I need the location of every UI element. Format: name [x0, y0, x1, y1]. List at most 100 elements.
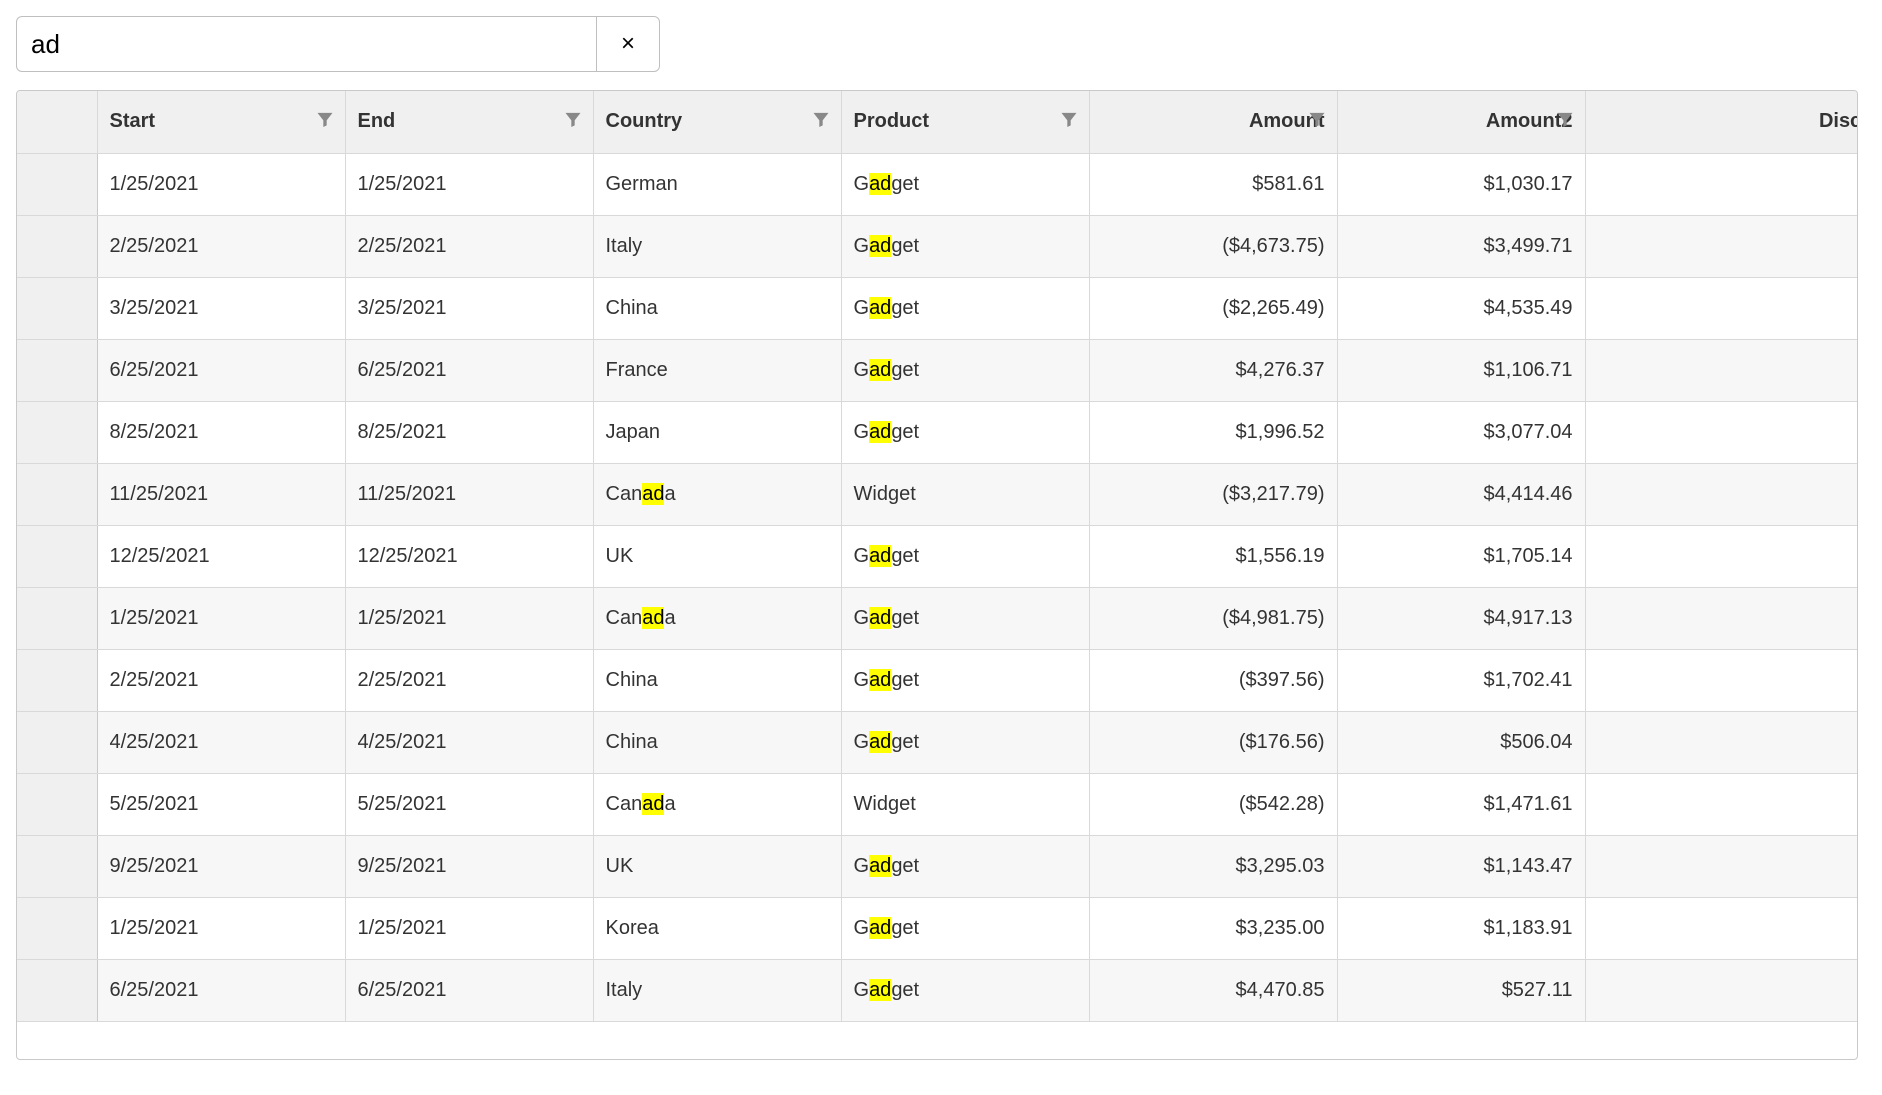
row-header-cell[interactable]: [17, 153, 97, 215]
filter-icon[interactable]: [811, 109, 831, 134]
cell-amount2[interactable]: $1,143.47: [1337, 835, 1585, 897]
cell-product[interactable]: Gadget: [841, 835, 1089, 897]
cell-product[interactable]: Gadget: [841, 215, 1089, 277]
cell-amount2[interactable]: $1,471.61: [1337, 773, 1585, 835]
cell-end[interactable]: 9/25/2021: [345, 835, 593, 897]
cell-product[interactable]: Gadget: [841, 525, 1089, 587]
table-row[interactable]: 12/25/202112/25/2021UKGadget$1,556.19$1,…: [17, 525, 1857, 587]
cell-end[interactable]: 1/25/2021: [345, 587, 593, 649]
cell-amount[interactable]: $1,996.52: [1089, 401, 1337, 463]
table-row[interactable]: 3/25/20213/25/2021ChinaGadget($2,265.49)…: [17, 277, 1857, 339]
cell-amount2[interactable]: $3,499.71: [1337, 215, 1585, 277]
cell-amount[interactable]: ($397.56): [1089, 649, 1337, 711]
cell-country[interactable]: Canada: [593, 773, 841, 835]
cell-amount[interactable]: $4,276.37: [1089, 339, 1337, 401]
table-row[interactable]: 2/25/20212/25/2021ItalyGadget($4,673.75)…: [17, 215, 1857, 277]
cell-amount2[interactable]: $506.04: [1337, 711, 1585, 773]
cell-product[interactable]: Gadget: [841, 711, 1089, 773]
cell-product[interactable]: Widget: [841, 463, 1089, 525]
table-row[interactable]: 6/25/20216/25/2021FranceGadget$4,276.37$…: [17, 339, 1857, 401]
row-header-cell[interactable]: [17, 401, 97, 463]
cell-start[interactable]: 9/25/2021: [97, 835, 345, 897]
row-header-cell[interactable]: [17, 525, 97, 587]
cell-product[interactable]: Widget: [841, 773, 1089, 835]
cell-amount2[interactable]: $1,702.41: [1337, 649, 1585, 711]
cell-start[interactable]: 1/25/2021: [97, 587, 345, 649]
cell-product[interactable]: Gadget: [841, 401, 1089, 463]
table-row[interactable]: 6/25/20216/25/2021ItalyGadget$4,470.85$5…: [17, 959, 1857, 1021]
cell-end[interactable]: 8/25/2021: [345, 401, 593, 463]
cell-product[interactable]: Gadget: [841, 587, 1089, 649]
cell-country[interactable]: UK: [593, 835, 841, 897]
cell-end[interactable]: 3/25/2021: [345, 277, 593, 339]
cell-discount[interactable]: 14: [1585, 153, 1857, 215]
cell-amount[interactable]: $3,295.03: [1089, 835, 1337, 897]
cell-end[interactable]: 1/25/2021: [345, 153, 593, 215]
cell-amount[interactable]: ($176.56): [1089, 711, 1337, 773]
row-header-cell[interactable]: [17, 463, 97, 525]
cell-start[interactable]: 2/25/2021: [97, 649, 345, 711]
column-header-amount2[interactable]: Amount2: [1337, 91, 1585, 153]
cell-product[interactable]: Gadget: [841, 959, 1089, 1021]
table-row[interactable]: 9/25/20219/25/2021UKGadget$3,295.03$1,14…: [17, 835, 1857, 897]
cell-end[interactable]: 5/25/2021: [345, 773, 593, 835]
table-row[interactable]: 2/25/20212/25/2021ChinaGadget($397.56)$1…: [17, 649, 1857, 711]
cell-country[interactable]: UK: [593, 525, 841, 587]
cell-discount[interactable]: 24: [1585, 587, 1857, 649]
cell-start[interactable]: 12/25/2021: [97, 525, 345, 587]
cell-amount2[interactable]: $4,414.46: [1337, 463, 1585, 525]
cell-amount2[interactable]: $4,535.49: [1337, 277, 1585, 339]
cell-discount[interactable]: 14: [1585, 463, 1857, 525]
cell-discount[interactable]: [1585, 525, 1857, 587]
cell-end[interactable]: 6/25/2021: [345, 339, 593, 401]
cell-country[interactable]: Canada: [593, 463, 841, 525]
cell-start[interactable]: 8/25/2021: [97, 401, 345, 463]
cell-end[interactable]: 4/25/2021: [345, 711, 593, 773]
cell-start[interactable]: 5/25/2021: [97, 773, 345, 835]
column-header-country[interactable]: Country: [593, 91, 841, 153]
table-row[interactable]: 5/25/20215/25/2021CanadaWidget($542.28)$…: [17, 773, 1857, 835]
table-row[interactable]: 1/25/20211/25/2021KoreaGadget$3,235.00$1…: [17, 897, 1857, 959]
filter-icon[interactable]: [563, 109, 583, 134]
table-row[interactable]: 4/25/20214/25/2021ChinaGadget($176.56)$5…: [17, 711, 1857, 773]
cell-country[interactable]: German: [593, 153, 841, 215]
cell-amount[interactable]: $1,556.19: [1089, 525, 1337, 587]
cell-country[interactable]: Japan: [593, 401, 841, 463]
cell-end[interactable]: 12/25/2021: [345, 525, 593, 587]
row-header-cell[interactable]: [17, 773, 97, 835]
cell-amount[interactable]: ($3,217.79): [1089, 463, 1337, 525]
cell-amount[interactable]: $4,470.85: [1089, 959, 1337, 1021]
cell-discount[interactable]: 1: [1585, 215, 1857, 277]
cell-start[interactable]: 6/25/2021: [97, 959, 345, 1021]
cell-end[interactable]: 11/25/2021: [345, 463, 593, 525]
cell-end[interactable]: 1/25/2021: [345, 897, 593, 959]
cell-amount[interactable]: ($4,673.75): [1089, 215, 1337, 277]
cell-end[interactable]: 2/25/2021: [345, 649, 593, 711]
cell-start[interactable]: 6/25/2021: [97, 339, 345, 401]
row-header-cell[interactable]: [17, 711, 97, 773]
cell-discount[interactable]: 2: [1585, 897, 1857, 959]
cell-discount[interactable]: 2: [1585, 959, 1857, 1021]
row-header-cell[interactable]: [17, 277, 97, 339]
filter-icon[interactable]: [315, 109, 335, 134]
cell-start[interactable]: 11/25/2021: [97, 463, 345, 525]
cell-discount[interactable]: 1: [1585, 711, 1857, 773]
cell-end[interactable]: 6/25/2021: [345, 959, 593, 1021]
cell-start[interactable]: 3/25/2021: [97, 277, 345, 339]
cell-product[interactable]: Gadget: [841, 897, 1089, 959]
cell-product[interactable]: Gadget: [841, 153, 1089, 215]
cell-country[interactable]: China: [593, 649, 841, 711]
cell-amount[interactable]: $3,235.00: [1089, 897, 1337, 959]
cell-amount2[interactable]: $4,917.13: [1337, 587, 1585, 649]
table-row[interactable]: 11/25/202111/25/2021CanadaWidget($3,217.…: [17, 463, 1857, 525]
cell-country[interactable]: China: [593, 711, 841, 773]
row-header-cell[interactable]: [17, 215, 97, 277]
cell-start[interactable]: 1/25/2021: [97, 153, 345, 215]
table-row[interactable]: 1/25/20211/25/2021GermanGadget$581.61$1,…: [17, 153, 1857, 215]
cell-country[interactable]: France: [593, 339, 841, 401]
filter-icon[interactable]: [1307, 109, 1327, 134]
cell-amount2[interactable]: $1,030.17: [1337, 153, 1585, 215]
row-header-cell[interactable]: [17, 587, 97, 649]
cell-amount[interactable]: ($2,265.49): [1089, 277, 1337, 339]
cell-amount2[interactable]: $1,183.91: [1337, 897, 1585, 959]
